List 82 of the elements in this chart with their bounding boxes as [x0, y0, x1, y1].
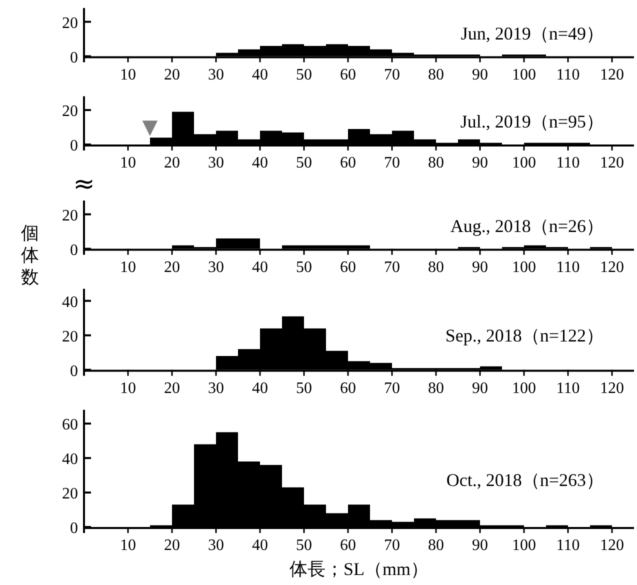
x-tick-label: 70: [384, 258, 400, 276]
x-tick-label: 10: [120, 154, 136, 172]
x-tick-label: 20: [164, 258, 180, 276]
x-tick-label: 40: [252, 537, 268, 554]
y-tick-label: 20: [62, 14, 78, 32]
text: Jul., 2019（n=95）: [460, 112, 604, 132]
y-tick-label: 20: [62, 328, 78, 346]
x-tick-label: 30: [208, 154, 224, 172]
x-tick-label: 110: [556, 380, 580, 397]
x-tick-label: 90: [472, 154, 488, 172]
x-tick-label: 100: [512, 537, 536, 554]
x-tick-label: 70: [384, 154, 400, 172]
x-tick-label: 40: [252, 380, 268, 397]
text: ≈: [73, 170, 95, 200]
x-tick-label: 60: [340, 258, 356, 276]
x-tick-label: 60: [340, 537, 356, 554]
x-tick-label: 90: [472, 537, 488, 554]
x-tick-label: 20: [164, 380, 180, 397]
x-tick-label: 100: [512, 380, 536, 397]
annotation: ▼: [142, 114, 158, 139]
x-tick-label: 20: [164, 154, 180, 172]
y-tick-label: 40: [62, 294, 78, 311]
x-tick-label: 120: [600, 537, 624, 554]
x-tick-label: 20: [164, 66, 180, 84]
x-tick-label: 110: [556, 154, 580, 172]
x-tick-label: 60: [340, 154, 356, 172]
x-tick-label: 120: [600, 154, 624, 172]
x-tick-label: 50: [296, 380, 312, 397]
x-tick-label: 80: [428, 380, 444, 397]
text: Aug., 2018（n=26）: [450, 216, 604, 236]
x-tick-label: 70: [384, 537, 400, 554]
text: Sep., 2018（n=122）: [445, 325, 604, 346]
x-tick-label: 120: [600, 380, 624, 397]
x-tick-label: 80: [428, 154, 444, 172]
text: Jun, 2019（n=49）: [460, 23, 604, 44]
x-tick-label: 50: [296, 258, 312, 276]
x-tick-label: 30: [208, 66, 224, 84]
y-axis-title: 個体数: [21, 222, 39, 287]
x-tick-label: 80: [428, 537, 444, 554]
y-tick-label: 20: [62, 207, 78, 224]
y-tick-label: 40: [62, 451, 78, 468]
x-axis-title: 体長；SL（mm）: [289, 559, 429, 579]
x-tick-label: 50: [296, 154, 312, 172]
x-tick-label: 40: [252, 258, 268, 276]
x-tick-label: 70: [384, 66, 400, 84]
y-tick-label: 60: [62, 416, 78, 434]
x-tick-label: 120: [600, 258, 624, 276]
y-tick-label: 20: [62, 103, 78, 120]
x-tick-label: 80: [428, 258, 444, 276]
x-tick-label: 50: [296, 537, 312, 554]
x-tick-label: 60: [340, 380, 356, 397]
x-tick-label: 120: [600, 66, 624, 84]
x-tick-label: 50: [296, 66, 312, 84]
x-tick-label: 10: [120, 66, 136, 84]
x-tick-label: 70: [384, 380, 400, 397]
x-tick-label: 30: [208, 380, 224, 397]
x-tick-label: 90: [472, 380, 488, 397]
x-tick-label: 40: [252, 154, 268, 172]
x-tick-label: 110: [556, 66, 580, 84]
x-tick-label: 30: [208, 258, 224, 276]
x-tick-label: 60: [340, 66, 356, 84]
y-tick-label: 0: [70, 520, 78, 537]
x-tick-label: 100: [512, 154, 536, 172]
x-tick-label: 110: [556, 258, 580, 276]
y-tick-label: 0: [70, 362, 78, 380]
x-tick-label: 40: [252, 66, 268, 84]
y-tick-label: 0: [70, 242, 78, 259]
x-tick-label: 80: [428, 66, 444, 84]
x-tick-label: 10: [120, 380, 136, 397]
text: Oct., 2018（n=263）: [446, 470, 604, 490]
y-tick-label: 0: [70, 49, 78, 66]
x-tick-label: 90: [472, 258, 488, 276]
x-tick-label: 10: [120, 258, 136, 276]
x-tick-label: 30: [208, 537, 224, 554]
x-tick-label: 20: [164, 537, 180, 554]
x-tick-label: 90: [472, 66, 488, 84]
x-tick-label: 100: [512, 258, 536, 276]
y-tick-label: 0: [70, 138, 78, 155]
x-tick-label: 100: [512, 66, 536, 84]
x-tick-label: 110: [556, 537, 580, 554]
x-tick-label: 10: [120, 537, 136, 554]
y-tick-label: 20: [62, 486, 78, 503]
